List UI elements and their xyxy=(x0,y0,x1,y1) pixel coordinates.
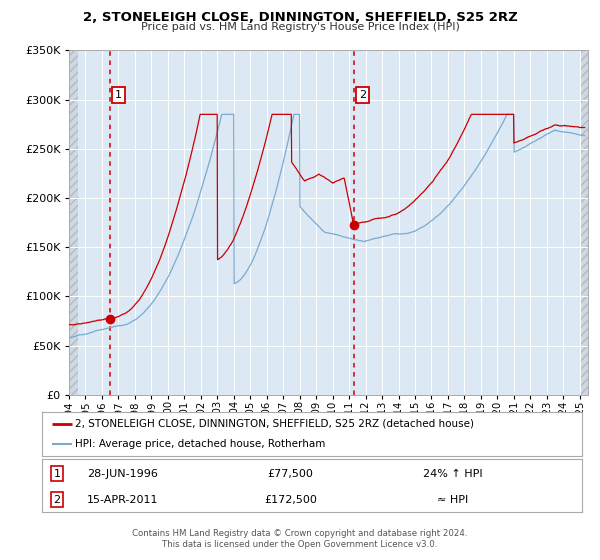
Text: Contains HM Land Registry data © Crown copyright and database right 2024.: Contains HM Land Registry data © Crown c… xyxy=(132,529,468,538)
Text: ≈ HPI: ≈ HPI xyxy=(437,494,468,505)
Text: 2, STONELEIGH CLOSE, DINNINGTON, SHEFFIELD, S25 2RZ (detached house): 2, STONELEIGH CLOSE, DINNINGTON, SHEFFIE… xyxy=(76,419,475,429)
Text: 1: 1 xyxy=(115,90,122,100)
Text: 24% ↑ HPI: 24% ↑ HPI xyxy=(422,469,482,479)
Text: £77,500: £77,500 xyxy=(268,469,313,479)
Text: 2, STONELEIGH CLOSE, DINNINGTON, SHEFFIELD, S25 2RZ: 2, STONELEIGH CLOSE, DINNINGTON, SHEFFIE… xyxy=(83,11,517,24)
Text: 1: 1 xyxy=(53,469,61,479)
Text: Price paid vs. HM Land Registry's House Price Index (HPI): Price paid vs. HM Land Registry's House … xyxy=(140,22,460,32)
Text: £172,500: £172,500 xyxy=(264,494,317,505)
Text: 15-APR-2011: 15-APR-2011 xyxy=(87,494,159,505)
Text: 28-JUN-1996: 28-JUN-1996 xyxy=(88,469,158,479)
Bar xyxy=(69,50,78,395)
Bar xyxy=(581,50,588,395)
Text: HPI: Average price, detached house, Rotherham: HPI: Average price, detached house, Roth… xyxy=(76,439,326,449)
Text: 2: 2 xyxy=(359,90,366,100)
Text: 2: 2 xyxy=(53,494,61,505)
Text: This data is licensed under the Open Government Licence v3.0.: This data is licensed under the Open Gov… xyxy=(163,540,437,549)
